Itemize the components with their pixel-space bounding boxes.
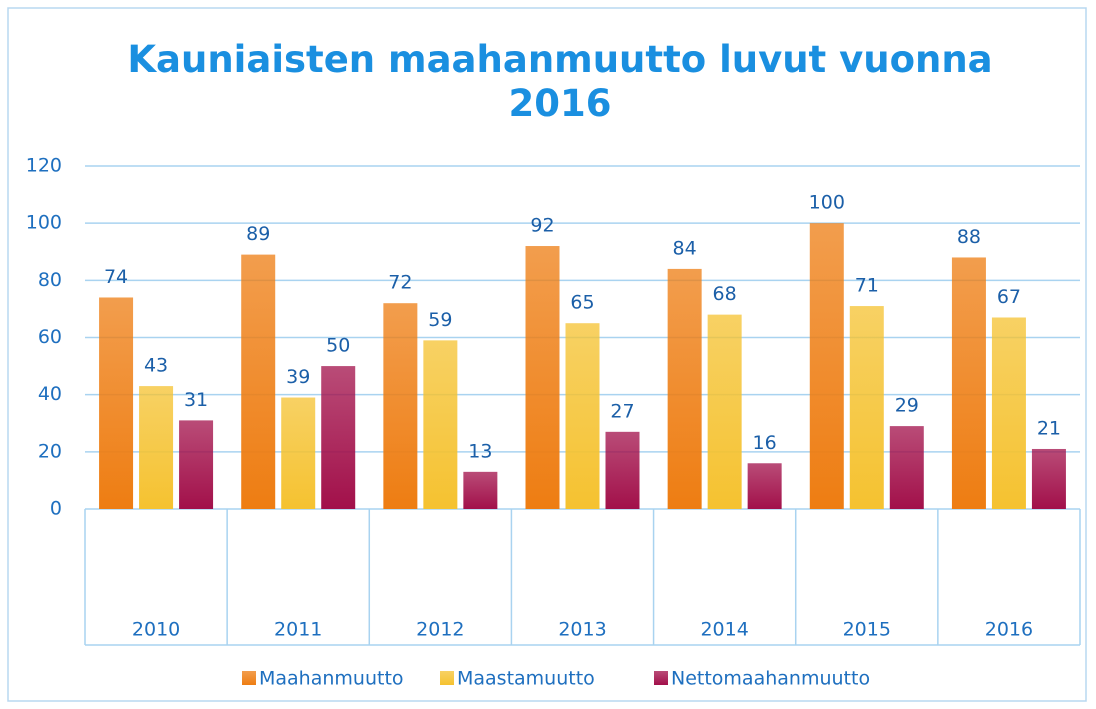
bar [667,268,702,509]
bar [951,257,986,509]
data-label: 89 [246,223,270,245]
y-tick-label: 100 [26,212,62,234]
data-label: 92 [530,215,554,237]
bar [605,431,640,509]
y-tick-label: 20 [38,440,62,462]
data-label: 16 [753,432,777,454]
bar [991,317,1026,509]
data-label: 74 [104,266,128,288]
y-tick-label: 40 [38,383,62,405]
data-label: 13 [468,440,492,462]
data-label: 71 [855,275,879,297]
data-label: 39 [286,366,310,388]
x-tick-label: 2012 [416,619,464,641]
bar [321,366,356,509]
bar [889,426,924,509]
bar [241,254,276,509]
legend-swatch [440,671,454,685]
data-label: 27 [610,400,634,422]
data-label: 67 [997,286,1021,308]
data-label: 72 [388,272,412,294]
y-tick-label: 0 [50,498,62,520]
x-tick-label: 2016 [985,619,1033,641]
data-label: 88 [957,226,981,248]
y-tick-label: 60 [38,326,62,348]
bar [179,420,214,509]
bar [1031,448,1066,509]
legend-label: Maahanmuutto [259,668,404,690]
data-label: 50 [326,335,350,357]
bar [849,306,884,509]
frame [7,7,1087,702]
bar [463,471,498,509]
bar [707,314,742,509]
data-label: 21 [1037,417,1061,439]
data-label: 29 [895,395,919,417]
x-tick-label: 2010 [132,619,180,641]
data-label: 68 [713,283,737,305]
data-label: 100 [809,192,845,214]
legend-swatch [654,671,668,685]
y-tick-label: 120 [26,155,62,177]
y-tick-label: 80 [38,269,62,291]
legend-swatch [242,671,256,685]
bar [99,297,134,509]
bar [139,386,174,509]
bar [423,340,458,509]
x-tick-label: 2014 [700,619,748,641]
bar [565,323,600,509]
data-label: 84 [673,237,697,259]
bar [809,223,844,509]
bar [747,463,782,509]
data-label: 31 [184,389,208,411]
bar [281,397,316,509]
legend-label: Nettomaahanmuutto [671,668,870,690]
x-tick-label: 2015 [843,619,891,641]
x-tick-label: 2013 [558,619,606,641]
data-label: 59 [428,309,452,331]
x-tick-label: 2011 [274,619,322,641]
chart-title: Kauniaisten maahanmuutto luvut vuonna 20… [127,38,993,125]
bar [525,246,560,510]
legend-label: Maastamuutto [457,668,595,690]
data-label: 65 [570,292,594,314]
bar [383,303,418,509]
data-label: 43 [144,355,168,377]
